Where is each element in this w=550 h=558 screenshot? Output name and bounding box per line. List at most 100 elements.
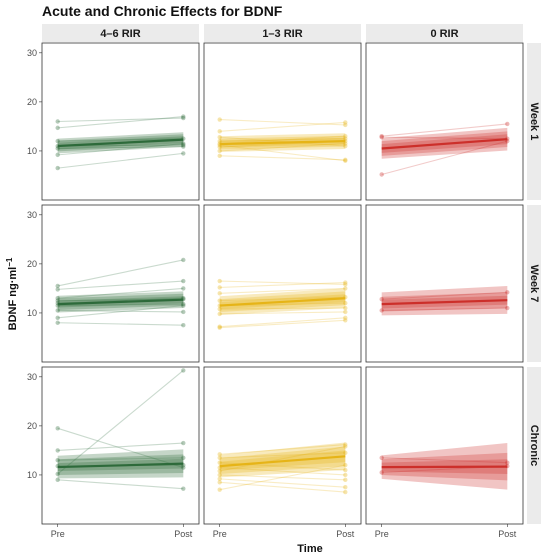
subject-line — [381, 136, 508, 140]
subject-point-post — [343, 120, 348, 125]
subject-line — [219, 121, 346, 132]
subject-point-pre — [217, 476, 222, 482]
x-axis-title: Time — [297, 543, 322, 555]
row-strip-chronic — [527, 367, 541, 524]
subject-point-pre — [55, 119, 60, 124]
subject-point-pre — [217, 455, 222, 460]
panel-background — [204, 367, 361, 524]
subject-point-post — [181, 368, 186, 373]
subject-point-pre — [55, 146, 60, 151]
subject-line — [219, 144, 346, 162]
subject-point-pre — [217, 311, 222, 317]
subject-point-post — [343, 315, 348, 321]
column-strip-4-6-rir — [42, 24, 199, 42]
panel-border — [203, 204, 362, 363]
row-strip-label: Week 7 — [528, 265, 540, 303]
x-tick-label: Post — [336, 529, 355, 539]
subject-point-post — [343, 318, 348, 323]
mean-line — [381, 299, 508, 306]
subject-point-pre — [217, 117, 222, 122]
subject-line — [219, 296, 346, 302]
subject-point-pre — [379, 470, 384, 475]
row-strip-label: Week 1 — [528, 103, 540, 141]
chart-title: Acute and Chronic Effects for BDNF — [42, 3, 283, 19]
column-strip-1-3-rir — [204, 24, 361, 42]
subject-point-pre — [379, 297, 384, 302]
subject-point-pre — [55, 138, 60, 144]
subject-line — [219, 445, 346, 472]
panel-border — [41, 204, 200, 363]
subject-point-post — [505, 305, 510, 311]
x-tick-label: Pre — [213, 529, 227, 539]
subject-line — [57, 309, 184, 313]
subject-point-pre — [55, 125, 60, 131]
subject-line — [219, 280, 346, 286]
column-strip-label: 4–6 RIR — [100, 28, 140, 40]
panel-border — [203, 42, 362, 201]
subject-point-pre — [55, 165, 60, 171]
subject-point-post — [343, 489, 348, 495]
subject-point-pre — [217, 306, 222, 312]
mean-line — [219, 140, 346, 146]
subject-line — [219, 467, 346, 476]
subject-point-post — [343, 286, 348, 291]
subject-point-post — [181, 486, 186, 491]
subject-point-pre — [55, 471, 60, 477]
y-tick-label: 10 — [27, 470, 37, 480]
column-strip-label: 1–3 RIR — [262, 28, 302, 40]
subject-point-pre — [217, 460, 222, 465]
subject-point-post — [343, 136, 348, 141]
subject-point-pre — [217, 291, 222, 296]
row-strip-label: Chronic — [528, 425, 540, 467]
y-axis-title-superscript: −1 — [5, 257, 14, 267]
subject-point-pre — [55, 477, 60, 483]
panel-border — [365, 366, 524, 525]
panel-0-rir-week-1 — [365, 42, 524, 201]
mean-line — [219, 297, 346, 307]
subject-point-post — [343, 309, 348, 315]
subject-point-pre — [217, 129, 222, 134]
subject-point-pre — [55, 458, 60, 463]
subject-point-pre — [379, 455, 384, 460]
subject-point-post — [343, 467, 348, 473]
subject-line — [57, 303, 184, 307]
subject-line — [219, 481, 346, 493]
subject-line — [219, 474, 346, 481]
subject-point-post — [343, 485, 348, 490]
subject-point-post — [343, 462, 348, 468]
subject-point-pre — [55, 426, 60, 431]
subject-line — [381, 140, 508, 176]
subject-point-post — [343, 442, 348, 447]
panel-border — [203, 366, 362, 525]
subject-point-pre — [217, 153, 222, 159]
subject-line — [381, 307, 508, 312]
column-strip-label: 0 RIR — [430, 28, 458, 40]
subject-line — [57, 280, 184, 290]
y-tick-label: 20 — [27, 259, 37, 269]
subject-point-post — [343, 477, 348, 483]
subject-line — [219, 118, 346, 126]
subject-line — [219, 281, 346, 288]
subject-point-post — [343, 280, 348, 285]
x-tick-label: Post — [498, 529, 517, 539]
subject-point-post — [343, 157, 348, 162]
subject-point-post — [505, 460, 510, 465]
subject-line — [219, 443, 346, 455]
subject-line — [57, 442, 184, 451]
subject-point-post — [343, 300, 348, 306]
subject-line — [381, 123, 508, 137]
subject-line — [219, 464, 346, 491]
subject-point-post — [181, 144, 186, 149]
subject-line — [57, 370, 184, 475]
panel-background — [42, 367, 199, 524]
panel-1-3-rir-chronic — [203, 366, 362, 525]
panel-background — [204, 205, 361, 362]
subject-line — [219, 287, 346, 294]
y-tick-label: 30 — [27, 372, 37, 382]
subject-line — [219, 478, 346, 488]
subject-point-pre — [55, 320, 60, 325]
credible-band — [219, 442, 346, 478]
subject-point-post — [343, 450, 348, 456]
